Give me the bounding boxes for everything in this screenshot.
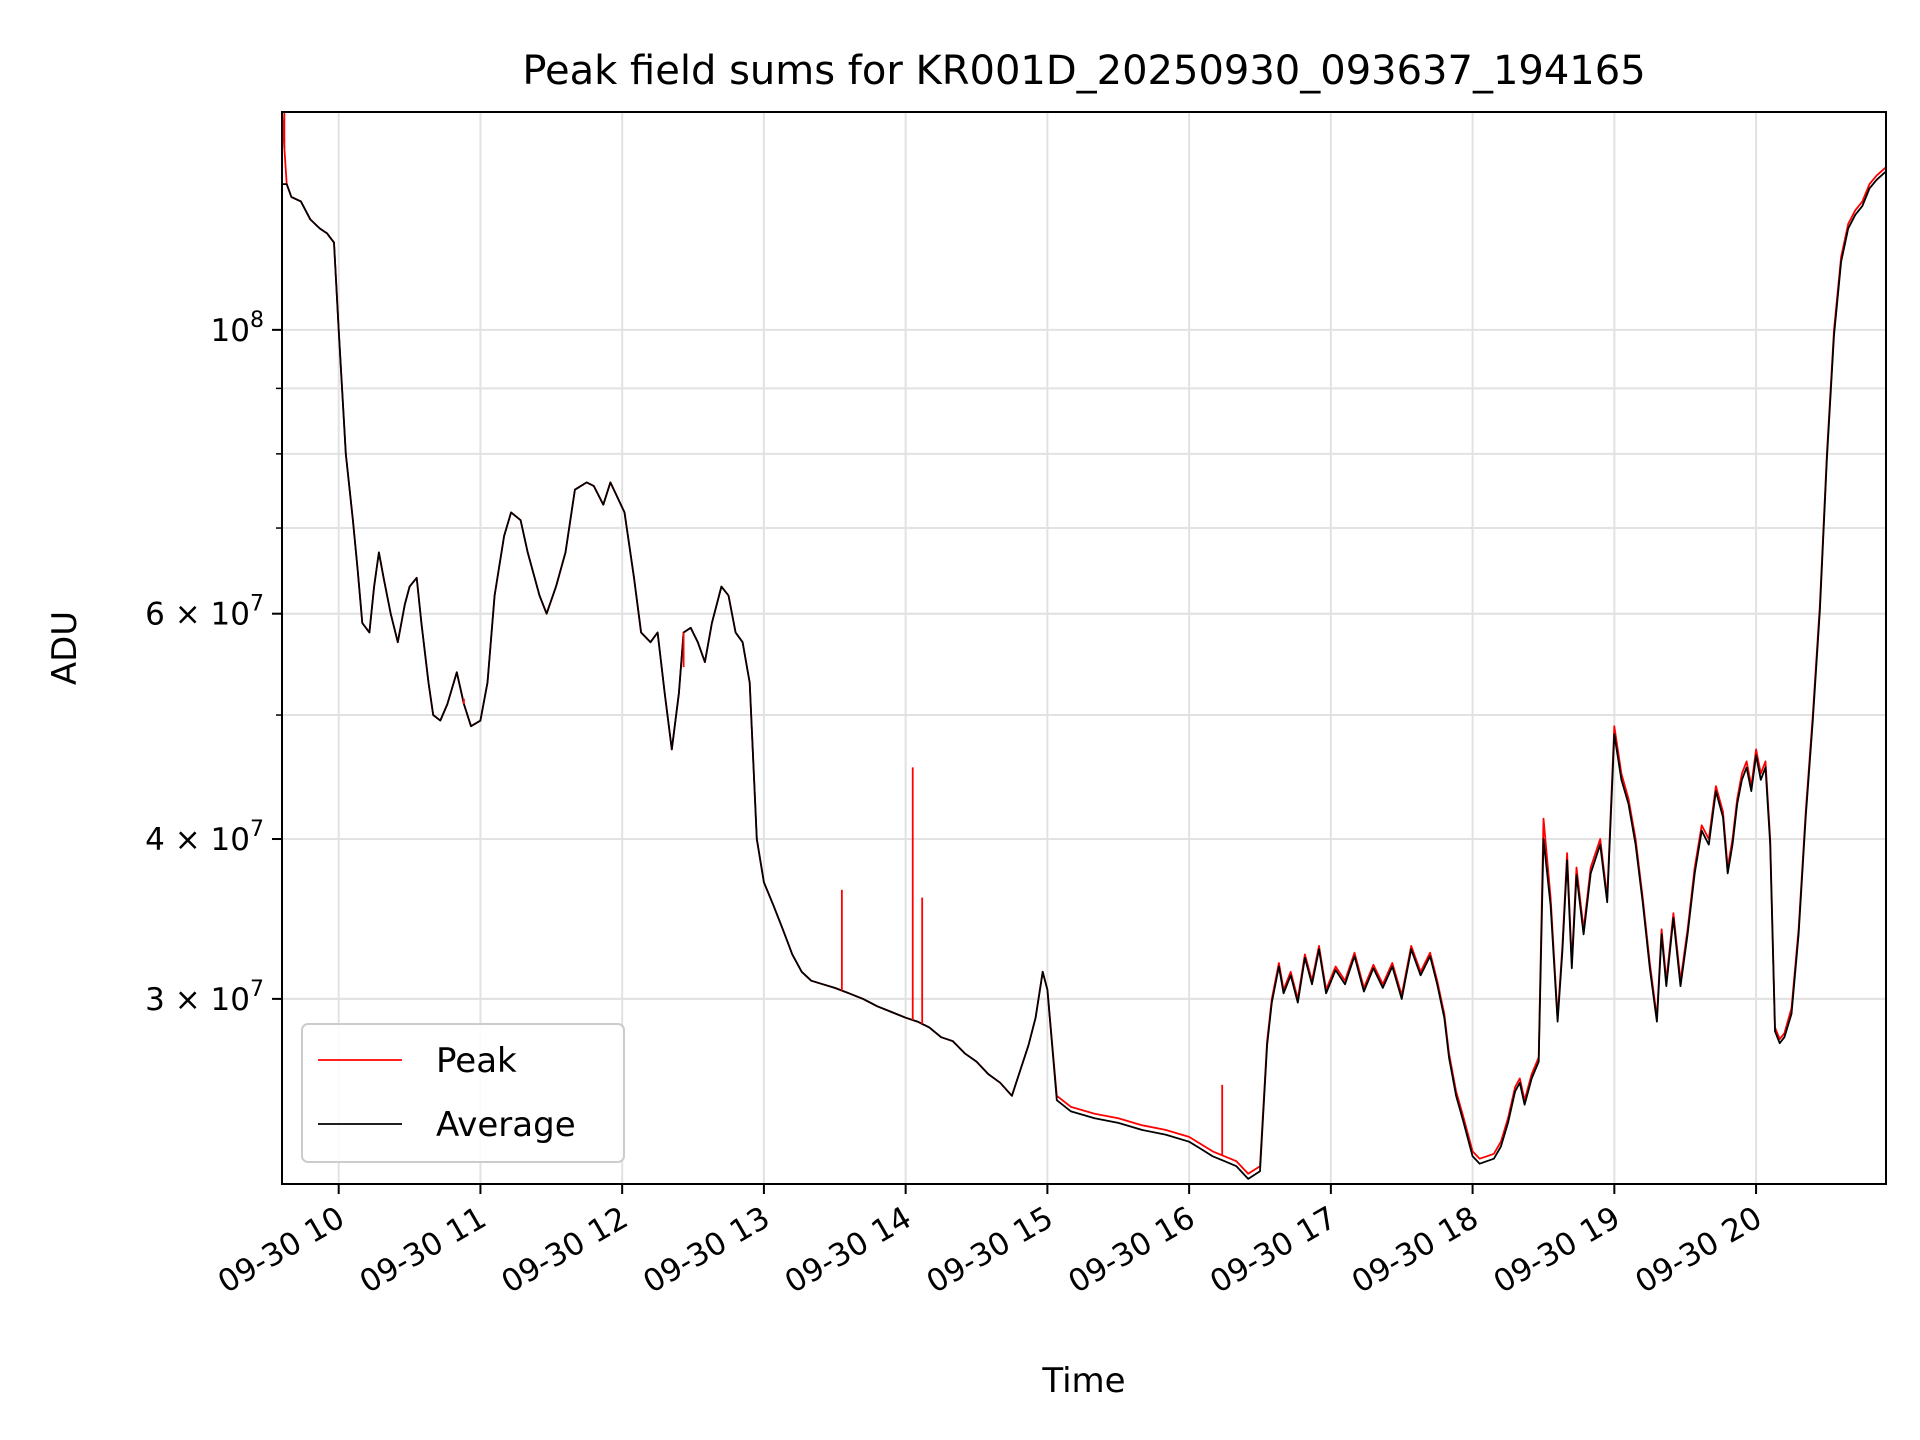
series-line-average [282,170,1886,1180]
y-tick-exponent: 7 [250,977,264,1002]
y-axis-label: ADU [45,611,85,685]
y-tick-times: × 10 [165,982,250,1018]
y-tick-label: 108 [211,308,264,349]
y-tick-mantissa: 3 [145,982,165,1018]
y-tick-exponent: 8 [250,308,264,333]
plot-frame [281,111,1887,1185]
legend-label-average: Average [436,1105,576,1145]
legend-box [301,1023,625,1163]
legend-label-peak: Peak [436,1041,517,1081]
x-axis-label: Time [1041,1361,1125,1401]
series-layer [282,112,1886,1180]
chart-title: Peak field sums for KR001D_20250930_0936… [522,48,1645,94]
y-tick-times: × 10 [165,597,250,633]
y-tick-mantissa: 6 [145,597,165,633]
y-tick-label: 6 × 107 [145,592,264,633]
grid [282,112,1886,1184]
legend: Peak Average [301,1023,625,1163]
y-tick-exponent: 7 [250,817,264,842]
y-tick-times: × 10 [165,822,250,858]
y-tick-label: 3 × 107 [145,977,264,1018]
y-tick-exponent: 7 [250,592,264,617]
y-tick-label: 4 × 107 [145,817,264,858]
y-tick-base: 10 [211,313,250,349]
y-tick-mantissa: 4 [145,822,165,858]
